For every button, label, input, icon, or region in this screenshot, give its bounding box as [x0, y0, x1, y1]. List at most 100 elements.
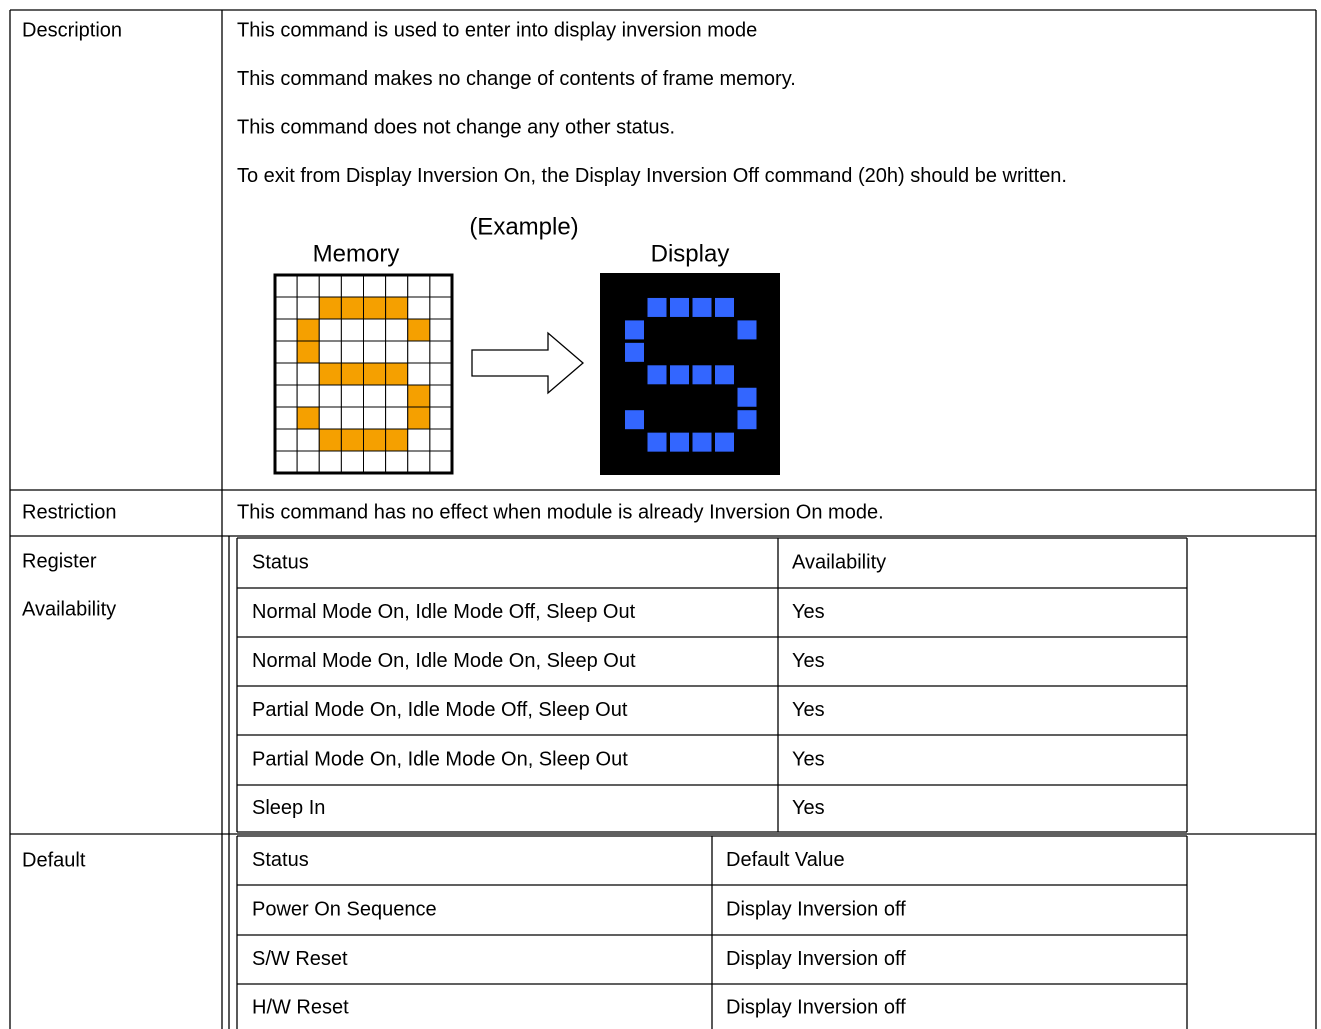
- memory-cell: [318, 362, 342, 386]
- cell: S/W Reset: [252, 948, 348, 970]
- row-label: Availability: [22, 598, 116, 620]
- display-pixel: [737, 387, 757, 407]
- cell: Default Value: [726, 849, 845, 871]
- memory-cell: [340, 274, 364, 298]
- memory-cell: [318, 274, 342, 298]
- cell: Display Inversion off: [726, 996, 906, 1018]
- memory-label: Memory: [313, 240, 400, 267]
- cell: Partial Mode On, Idle Mode Off, Sleep Ou…: [252, 699, 628, 721]
- memory-cell: [385, 340, 409, 364]
- memory-cell: [363, 384, 387, 408]
- display-pixel: [737, 320, 757, 340]
- memory-cell: [429, 362, 453, 386]
- row-label: Default: [22, 849, 86, 871]
- memory-cell: [363, 296, 387, 320]
- display-pixel: [692, 297, 712, 317]
- memory-cell: [407, 318, 431, 342]
- memory-cell: [363, 406, 387, 430]
- memory-cell: [340, 450, 364, 474]
- memory-cell: [340, 428, 364, 452]
- display-pixel: [692, 432, 712, 452]
- display-pixel: [647, 297, 667, 317]
- display-label: Display: [651, 240, 730, 267]
- memory-cell: [385, 384, 409, 408]
- cell: Normal Mode On, Idle Mode On, Sleep Out: [252, 650, 636, 672]
- memory-cell: [274, 340, 298, 364]
- memory-cell: [274, 384, 298, 408]
- display-pixel: [625, 342, 644, 362]
- memory-cell: [318, 296, 342, 320]
- memory-cell: [385, 362, 409, 386]
- memory-cell: [274, 362, 298, 386]
- memory-cell: [363, 340, 387, 364]
- memory-cell: [407, 274, 431, 298]
- memory-cell: [363, 274, 387, 298]
- description-line: To exit from Display Inversion On, the D…: [237, 165, 1067, 187]
- cell: Status: [252, 551, 309, 573]
- memory-cell: [318, 340, 342, 364]
- cell: Partial Mode On, Idle Mode On, Sleep Out: [252, 748, 628, 770]
- memory-cell: [429, 406, 453, 430]
- memory-cell: [407, 428, 431, 452]
- memory-cell: [296, 340, 320, 364]
- memory-cell: [363, 318, 387, 342]
- memory-cell: [429, 318, 453, 342]
- memory-cell: [340, 318, 364, 342]
- memory-cell: [318, 450, 342, 474]
- memory-frame: [273, 273, 454, 475]
- memory-cell: [274, 428, 298, 452]
- cell: H/W Reset: [252, 996, 349, 1018]
- arrow: [471, 331, 584, 395]
- memory-cell: [385, 406, 409, 430]
- memory-cell: [274, 274, 298, 298]
- description-line: This command is used to enter into displ…: [237, 19, 757, 41]
- memory-cell: [407, 450, 431, 474]
- memory-cell: [274, 406, 298, 430]
- cell: Power On Sequence: [252, 898, 437, 920]
- memory-cell: [340, 406, 364, 430]
- memory-cell: [429, 296, 453, 320]
- memory-cell: [274, 296, 298, 320]
- display-pixel: [670, 365, 689, 385]
- cell: Yes: [792, 748, 825, 770]
- display-pixel: [715, 365, 734, 385]
- memory-cell: [296, 384, 320, 408]
- memory-cell: [296, 406, 320, 430]
- display-pixel: [670, 297, 689, 317]
- restriction-text: This command has no effect when module i…: [237, 501, 884, 523]
- display-pixel: [692, 365, 712, 385]
- memory-cell: [340, 362, 364, 386]
- example-caption: (Example): [469, 213, 578, 240]
- cell: Normal Mode On, Idle Mode Off, Sleep Out: [252, 601, 636, 623]
- display-pixel: [737, 410, 757, 430]
- memory-cell: [363, 450, 387, 474]
- cell: Sleep In: [252, 797, 325, 819]
- memory-cell: [296, 362, 320, 386]
- memory-cell: [296, 296, 320, 320]
- memory-cell: [296, 318, 320, 342]
- memory-cell: [296, 274, 320, 298]
- memory-cell: [340, 340, 364, 364]
- memory-cell: [340, 384, 364, 408]
- display-pixel: [647, 365, 667, 385]
- cell: Yes: [792, 601, 825, 623]
- display-panel: [600, 273, 780, 475]
- memory-cell: [385, 450, 409, 474]
- memory-cell: [318, 318, 342, 342]
- memory-cell: [385, 318, 409, 342]
- memory-cell: [407, 384, 431, 408]
- memory-cell: [407, 362, 431, 386]
- cell: Status: [252, 849, 309, 871]
- memory-cell: [385, 428, 409, 452]
- display-pixel: [670, 432, 689, 452]
- description-line: This command does not change any other s…: [237, 116, 675, 138]
- cell: Display Inversion off: [726, 898, 906, 920]
- display-pixel: [625, 320, 644, 340]
- memory-cell: [340, 296, 364, 320]
- memory-cell: [429, 340, 453, 364]
- row-label: Description: [22, 19, 122, 41]
- description-line: This command makes no change of contents…: [237, 68, 796, 90]
- cell: Yes: [792, 797, 825, 819]
- memory-cell: [385, 274, 409, 298]
